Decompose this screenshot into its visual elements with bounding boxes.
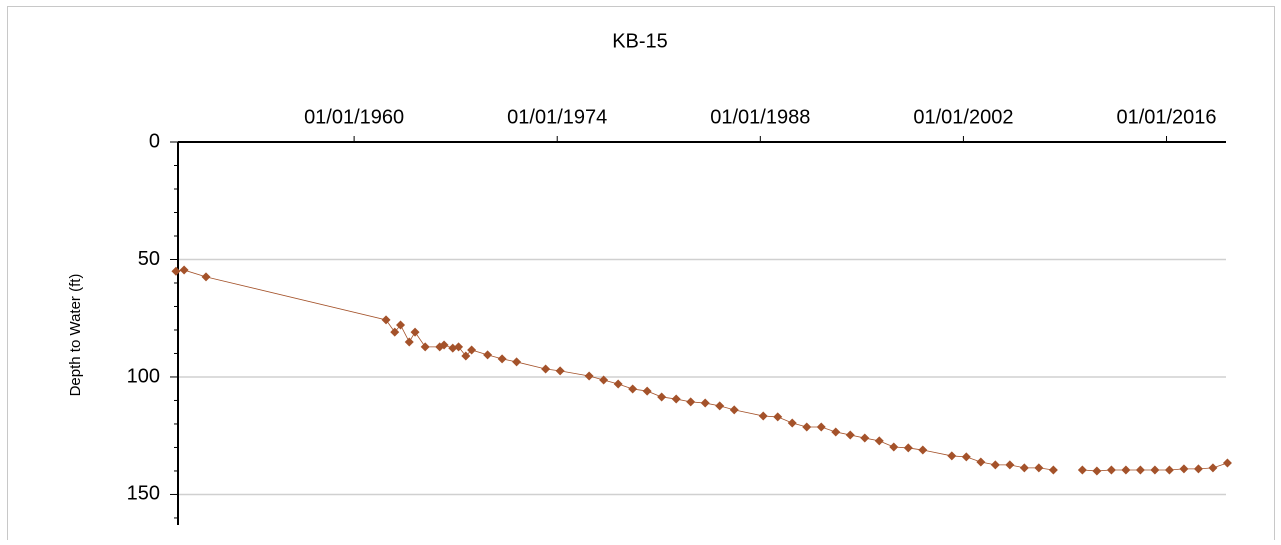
data-point (671, 394, 681, 404)
x-tick-label: 01/01/2016 (1116, 106, 1216, 128)
data-point (171, 266, 181, 276)
data-point (860, 433, 870, 443)
data-point (715, 401, 725, 411)
data-point (497, 354, 507, 364)
data-point (758, 411, 768, 421)
data-point (874, 436, 884, 446)
data-point (1048, 465, 1058, 475)
data-point (381, 315, 391, 325)
data-point (1077, 465, 1087, 475)
data-point (729, 405, 739, 415)
data-point (1121, 465, 1131, 475)
data-point (179, 265, 189, 275)
data-point (404, 337, 414, 347)
data-point (410, 327, 420, 337)
y-tick-label: 50 (138, 248, 160, 270)
data-point (1019, 463, 1029, 473)
data-point (201, 272, 211, 282)
data-point (483, 350, 493, 360)
x-tick-label: 01/01/1960 (304, 106, 404, 128)
x-tick-label: 01/01/2002 (913, 106, 1013, 128)
data-point (1135, 465, 1145, 475)
data-point (541, 364, 551, 374)
data-point (657, 392, 667, 402)
data-point (773, 412, 783, 422)
data-point (1222, 458, 1232, 468)
data-point (1193, 464, 1203, 474)
y-tick-label: 0 (149, 130, 160, 152)
data-point (613, 379, 623, 389)
data-point (599, 375, 609, 385)
data-point (889, 442, 899, 452)
data-point (584, 371, 594, 381)
y-tick-label: 150 (127, 483, 160, 505)
data-point (976, 457, 986, 467)
y-axis-label: Depth to Water (ft) (67, 274, 84, 397)
y-tick-label: 100 (127, 365, 160, 387)
data-point (512, 357, 522, 367)
data-point (700, 398, 710, 408)
data-point (1164, 465, 1174, 475)
data-point (1179, 464, 1189, 474)
data-point (454, 342, 464, 352)
data-point (903, 443, 913, 453)
data-point (642, 386, 652, 396)
data-point (961, 452, 971, 462)
data-point (1092, 466, 1102, 476)
data-point (831, 427, 841, 437)
panel-border (7, 6, 1275, 545)
data-point (1208, 463, 1218, 473)
data-point (947, 451, 957, 461)
data-point (816, 422, 826, 432)
data-point (1034, 463, 1044, 473)
data-point (439, 340, 449, 350)
data-point (628, 384, 638, 394)
x-tick-label: 01/01/1974 (507, 106, 607, 128)
data-point (1005, 460, 1015, 470)
data-point (686, 397, 696, 407)
data-point (390, 327, 400, 337)
data-point (1106, 465, 1116, 475)
data-point (420, 342, 430, 352)
data-point (467, 345, 477, 355)
data-point (461, 351, 471, 361)
data-point (990, 460, 1000, 470)
data-point (1150, 465, 1160, 475)
data-point (555, 366, 565, 376)
data-point (918, 445, 928, 455)
data-point (396, 320, 406, 330)
data-point (845, 430, 855, 440)
data-point (787, 418, 797, 428)
chart-title: KB-15 (612, 30, 668, 52)
data-point (448, 343, 458, 353)
x-tick-label: 01/01/1988 (710, 106, 810, 128)
data-point (802, 422, 812, 432)
